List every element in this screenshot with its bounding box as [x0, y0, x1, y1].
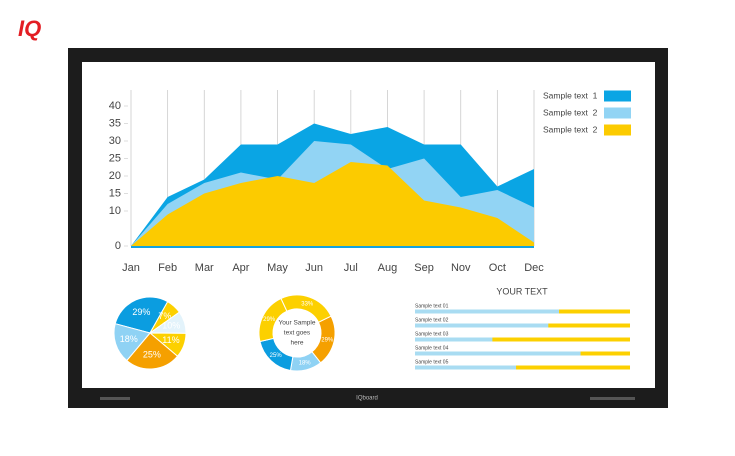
slice-label: 25%: [143, 350, 161, 360]
bar: [415, 309, 560, 314]
bar: [415, 351, 581, 356]
logo: IQ: [18, 16, 41, 41]
x-tick-label: May: [267, 262, 288, 274]
y-tick-label: 30: [109, 135, 121, 147]
x-tick-label: Feb: [158, 262, 177, 274]
y-tick-label: 10: [109, 205, 121, 217]
bar-label: Sample text 04: [415, 345, 449, 351]
bar-label: Sample text 01: [415, 303, 449, 309]
pie-slice: [258, 297, 288, 343]
bar-track: [415, 365, 630, 370]
bar: [415, 337, 493, 342]
ports: [100, 397, 130, 400]
legend-label: Sample text 2: [543, 107, 598, 117]
legend-label: Sample text 1: [543, 90, 598, 100]
slice-label: 11%: [162, 335, 179, 345]
x-tick-label: Jan: [122, 262, 140, 274]
x-tick-label: Mar: [195, 262, 214, 274]
x-tick-label: Sep: [414, 262, 434, 274]
y-tick-label: 35: [109, 117, 121, 129]
slice-label: 18%: [120, 334, 138, 344]
x-tick-label: Jul: [344, 262, 358, 274]
slice-label: 10%: [162, 321, 180, 331]
y-tick-label: 0: [115, 240, 121, 252]
center-text: here: [290, 340, 303, 347]
x-tick-label: Nov: [451, 262, 471, 274]
y-tick-label: 15: [109, 187, 121, 199]
slice-label: 33%: [301, 301, 314, 307]
pie-slice: [126, 332, 179, 370]
x-tick-label: Jun: [305, 262, 323, 274]
bar: [415, 323, 549, 328]
bar-label: Sample text 05: [415, 359, 449, 365]
buttons: [590, 397, 635, 400]
slice-label: 29%: [263, 317, 276, 323]
bar-label: Sample text 02: [415, 317, 449, 323]
slice-label: 18%: [299, 361, 312, 367]
x-tick-label: Aug: [378, 262, 398, 274]
center-text: Your Sample: [279, 320, 316, 327]
y-tick-label: 40: [109, 100, 121, 112]
brand: IQboard: [356, 396, 378, 402]
slice-label: 29%: [321, 337, 334, 343]
legend-swatch: [604, 107, 631, 119]
bar: [415, 365, 517, 370]
slice-label: 29%: [132, 307, 150, 317]
center-text: text goes: [284, 330, 311, 337]
bar-track: [415, 337, 630, 342]
slice-label: 25%: [270, 353, 283, 359]
y-tick-label: 25: [109, 152, 121, 164]
pie-slice: [113, 323, 151, 362]
legend-swatch: [604, 90, 631, 102]
y-tick-label: 20: [109, 170, 121, 182]
bars-title: YOUR TEXT: [496, 286, 548, 296]
x-tick-label: Apr: [232, 262, 249, 274]
bar-label: Sample text 03: [415, 331, 449, 337]
legend-label: Sample text 2: [543, 124, 598, 134]
x-tick-label: Dec: [524, 262, 544, 274]
x-tick-label: Oct: [489, 262, 506, 274]
slice-label: 7%: [158, 311, 171, 321]
area: [131, 162, 534, 246]
legend-swatch: [604, 124, 631, 136]
